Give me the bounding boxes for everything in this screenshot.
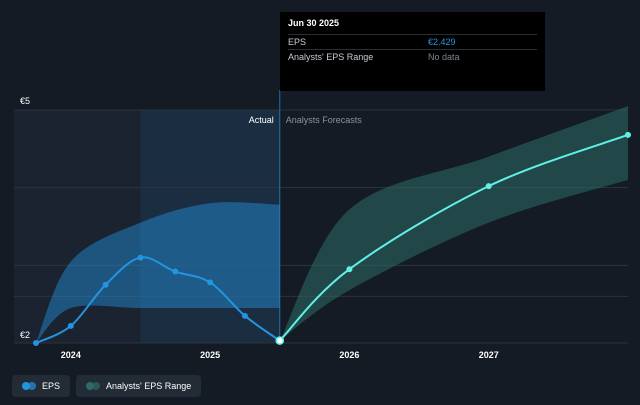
- eps-range-band-forecast: [279, 106, 628, 341]
- eps-point: [241, 312, 248, 319]
- eps-range-legend-icon: [86, 382, 101, 390]
- eps-legend-icon: [22, 382, 36, 390]
- eps-forecast-line: [279, 133, 629, 342]
- region-label-forecast: Analysts Forecasts: [286, 115, 363, 125]
- legend: EPS Analysts' EPS Range: [12, 375, 202, 397]
- tooltip-eps-value: €2.429: [428, 37, 456, 47]
- eps-point: [102, 281, 109, 288]
- y-axis-label-bottom: €2: [20, 330, 30, 340]
- legend-label-eps-range: Analysts' EPS Range: [106, 381, 192, 391]
- x-tick-label: 2025: [200, 350, 220, 360]
- tooltip-eps-label: EPS: [288, 37, 307, 47]
- eps-point: [67, 322, 74, 329]
- eps-point: [137, 254, 144, 261]
- highlight-region: [140, 110, 280, 343]
- eps-chart: €5 €2 2024 2025 2026 2027 Actual Analysts Forec…: [14, 90, 631, 360]
- eps-point: [33, 340, 39, 346]
- region-label-actual: Actual: [249, 115, 274, 125]
- tooltip-row-range: Analysts' EPS Range No data: [288, 49, 537, 64]
- x-tick-label: 2024: [61, 350, 81, 360]
- eps-forecast-point: [275, 336, 285, 345]
- eps-forecast-point: [485, 183, 492, 190]
- eps-point: [207, 279, 214, 286]
- eps-forecast-point: [625, 131, 631, 138]
- y-axis-label-top: €5: [20, 96, 30, 106]
- eps-point: [172, 268, 179, 275]
- tooltip-date: Jun 30 2025: [288, 18, 340, 28]
- eps-range-band-historical: [36, 202, 280, 343]
- legend-item-eps[interactable]: EPS: [12, 375, 71, 397]
- legend-item-eps-range[interactable]: Analysts' EPS Range: [76, 375, 202, 397]
- tooltip: Jun 30 2025 EPS €2.429 Analysts' EPS Ran…: [280, 12, 545, 91]
- legend-label-eps: EPS: [42, 381, 61, 391]
- x-tick-label: 2026: [339, 350, 359, 360]
- eps-forecast-point: [346, 266, 353, 273]
- tooltip-row-eps: EPS €2.429: [288, 34, 537, 49]
- tooltip-range-label: Analysts' EPS Range: [288, 52, 374, 62]
- eps-line: [35, 256, 281, 344]
- tooltip-range-value: No data: [428, 52, 460, 62]
- x-tick-label: 2027: [479, 350, 499, 360]
